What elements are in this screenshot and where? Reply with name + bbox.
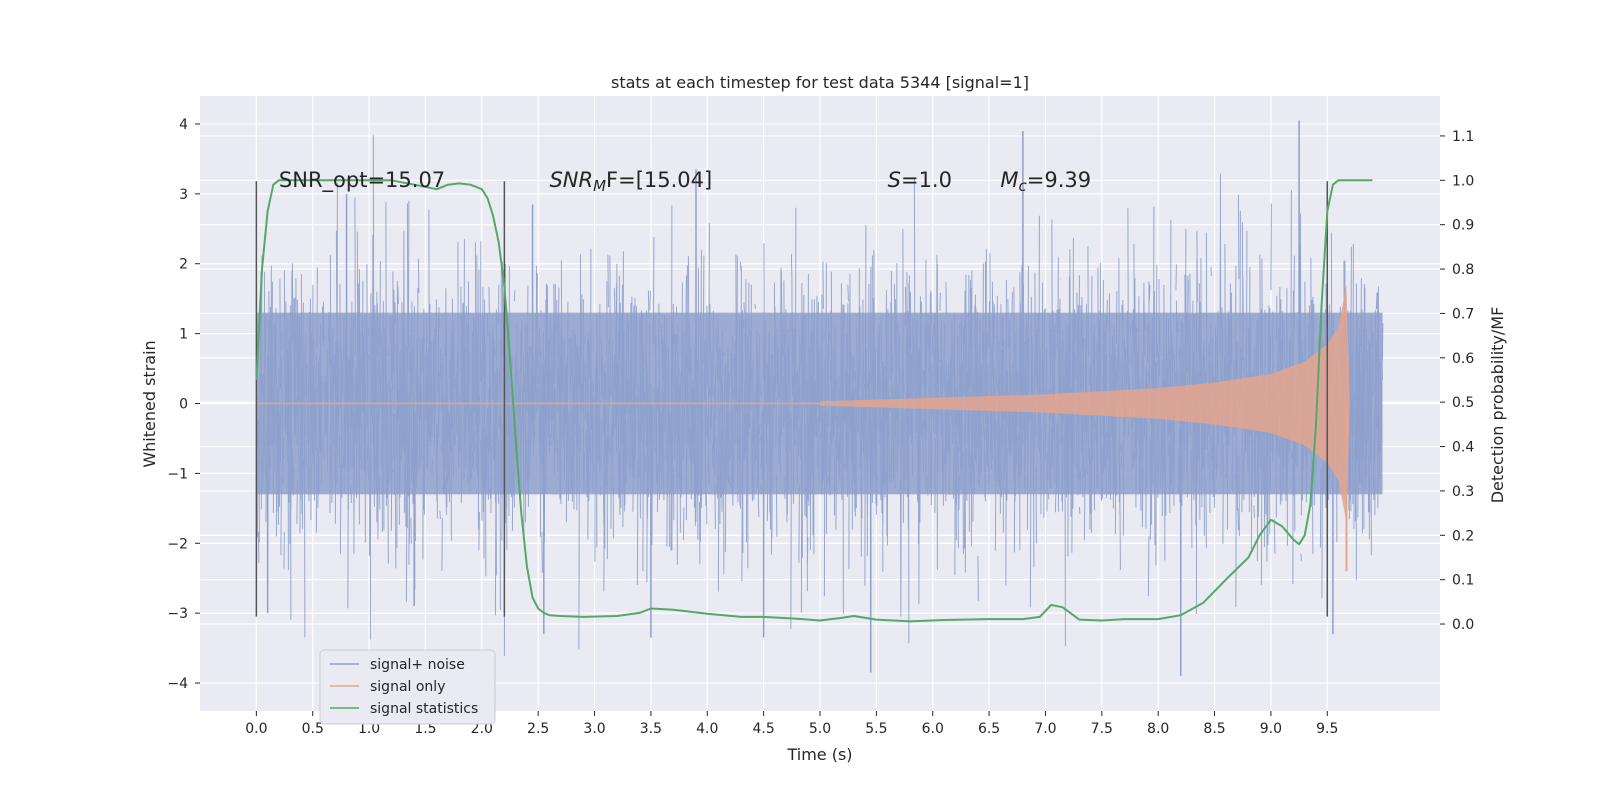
series-signal-only — [256, 284, 1350, 572]
y2-tick-label-11: 0.0 — [1452, 617, 1474, 633]
legend-label-signal-statistics: signal statistics — [370, 701, 478, 717]
y2-tick-label-0: 1.1 — [1452, 129, 1474, 145]
annotations: SNR_opt=15.07 SNRMF=[15.04] S=1.0 Mc=9.39 — [279, 168, 1091, 195]
signal-only-envelope — [820, 284, 1350, 523]
y-tick-label-1: 3 — [179, 187, 188, 203]
legend-label-signal-noise: signal+ noise — [370, 657, 465, 673]
y-tick-label-4: 0 — [179, 397, 188, 413]
annotation-snr-opt: SNR_opt=15.07 — [279, 168, 445, 193]
x-tick-label-3: 1.5 — [414, 721, 436, 737]
y2-tick-label-9: 0.2 — [1452, 528, 1474, 544]
x-tick-label-5: 2.5 — [527, 721, 549, 737]
x-tick-label-6: 3.0 — [583, 721, 605, 737]
annotation-mc-value: Mc=9.39 — [1000, 168, 1091, 195]
x-tick-label-0: 0.0 — [245, 721, 267, 737]
y2-tick-label-10: 0.1 — [1452, 573, 1474, 589]
x-tick-label-4: 2.0 — [471, 721, 493, 737]
y2-tick-label-7: 0.4 — [1452, 440, 1474, 456]
y-tick-label-6: −2 — [167, 536, 188, 552]
x-tick-label-2: 1.0 — [358, 721, 380, 737]
y2-axis-label: Detection probability/MF — [1488, 307, 1507, 504]
y-tick-label-5: −1 — [167, 466, 188, 482]
x-tick-label-8: 4.0 — [696, 721, 718, 737]
y2-tick-label-2: 0.9 — [1452, 218, 1474, 234]
legend: signal+ noise signal only signal statist… — [319, 649, 496, 725]
y-tick-label-7: −3 — [167, 606, 188, 622]
legend-label-signal-only: signal only — [370, 679, 445, 695]
x-tick-label-16: 8.0 — [1147, 721, 1169, 737]
y2-tick-label-3: 0.8 — [1452, 262, 1474, 278]
x-tick-label-9: 4.5 — [753, 721, 775, 737]
y-tick-label-8: −4 — [167, 676, 188, 692]
y2-tick-label-1: 1.0 — [1452, 173, 1474, 189]
x-axis-ticks: 0.0 0.5 1.0 1.5 2.0 2.5 3.0 3.5 4.0 4.5 5.0 5.5 6.0 6… — [245, 711, 1338, 737]
y2-tick-label-6: 0.5 — [1452, 395, 1474, 411]
y-axis-ticks: 4 3 2 1 0 −1 −2 −3 −4 — [167, 117, 200, 692]
legend-box — [319, 649, 496, 725]
x-tick-label-17: 8.5 — [1203, 721, 1225, 737]
y2-tick-label-8: 0.3 — [1452, 484, 1474, 500]
chart-title: stats at each timestep for test data 534… — [611, 73, 1029, 92]
y-tick-label-0: 4 — [179, 117, 188, 133]
x-tick-label-19: 9.5 — [1316, 721, 1338, 737]
x-tick-label-15: 7.5 — [1091, 721, 1113, 737]
y2-tick-label-5: 0.6 — [1452, 351, 1474, 367]
x-tick-label-14: 7.0 — [1034, 721, 1056, 737]
x-tick-label-18: 9.0 — [1260, 721, 1282, 737]
y-tick-label-2: 2 — [179, 257, 188, 273]
annotation-s-value: S=1.0 — [888, 168, 952, 192]
x-tick-label-11: 5.5 — [865, 721, 887, 737]
x-tick-label-12: 6.0 — [922, 721, 944, 737]
x-tick-label-7: 3.5 — [640, 721, 662, 737]
x-tick-label-10: 5.0 — [809, 721, 831, 737]
y-tick-label-3: 1 — [179, 327, 188, 343]
annotation-snr-mf: SNRMF=[15.04] — [549, 168, 712, 195]
x-tick-label-1: 0.5 — [302, 721, 324, 737]
series-signal-statistics — [255, 179, 1373, 623]
y2-axis-ticks: 1.1 1.0 0.9 0.8 0.7 0.6 0.5 0.4 0.3 0.2 0.1 0.0 — [1440, 129, 1474, 633]
vertical-lines — [255, 181, 1329, 617]
signal-statistics-line — [255, 179, 1373, 623]
y-axis-label: Whitened strain — [140, 340, 159, 467]
x-tick-label-13: 6.5 — [978, 721, 1000, 737]
y2-tick-label-4: 0.7 — [1452, 306, 1474, 322]
x-axis-label: Time (s) — [786, 745, 852, 764]
